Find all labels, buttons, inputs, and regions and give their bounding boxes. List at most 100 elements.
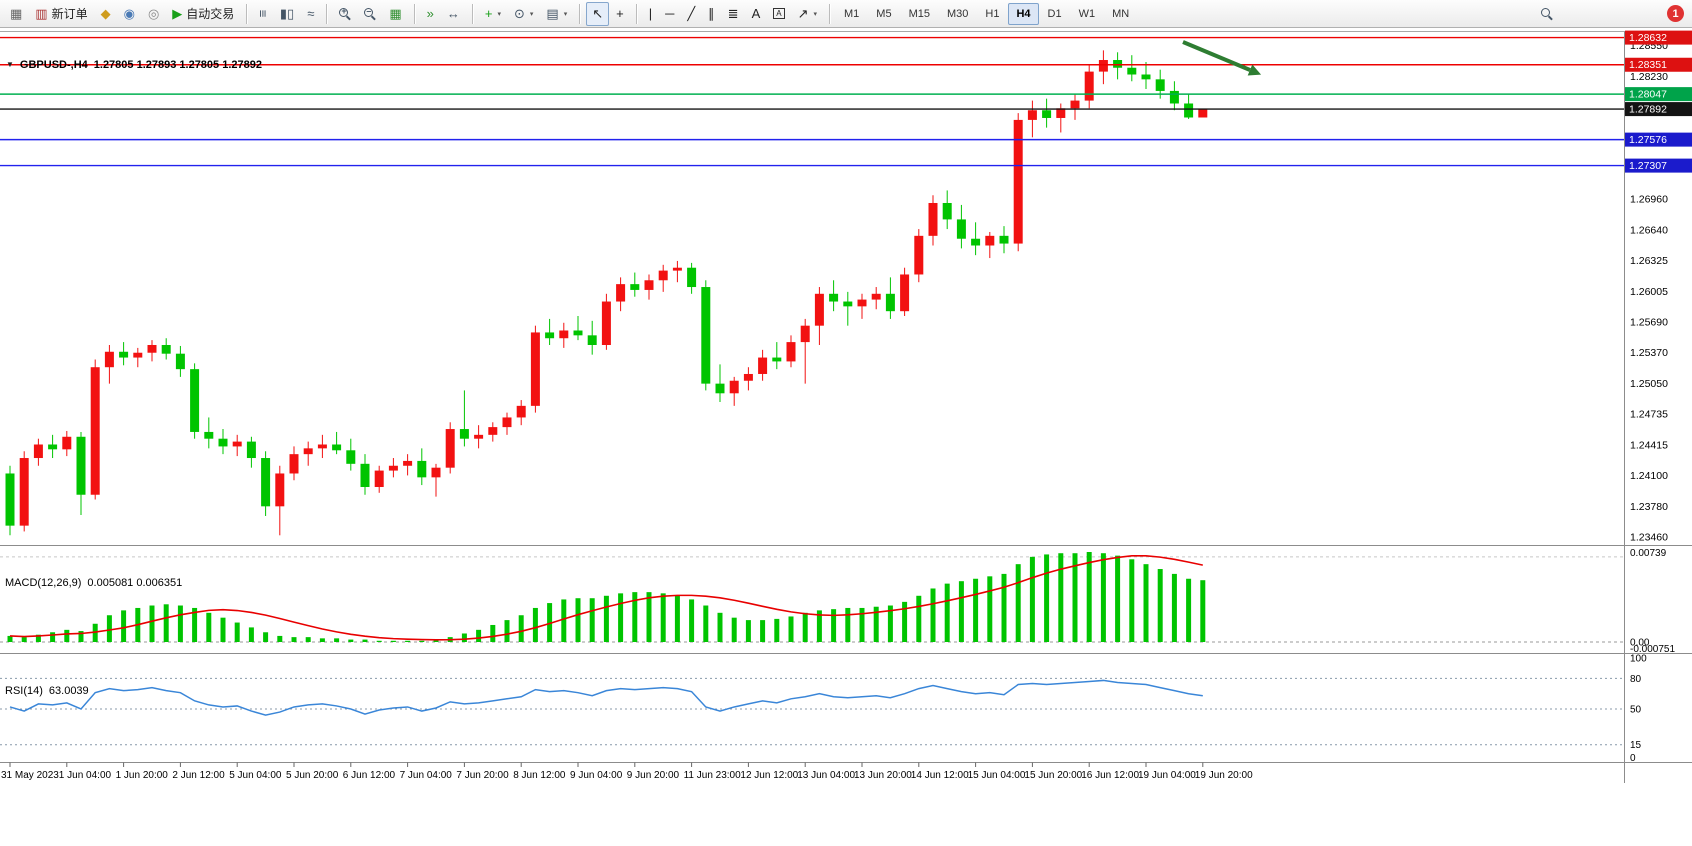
data-window-button[interactable]: ◉: [118, 2, 141, 26]
macd-histogram-bar: [589, 598, 595, 642]
price-axis-label: 1.26325: [1630, 255, 1668, 267]
candle-body-down: [161, 344, 171, 354]
price-axis-label: 1.25370: [1630, 347, 1668, 359]
macd-histogram-bar: [561, 599, 567, 642]
navigator-button[interactable]: ◎: [142, 2, 165, 26]
new-chart-button[interactable]: ▦: [4, 2, 28, 26]
macd-histogram-bar: [887, 605, 893, 642]
macd-histogram-bar: [717, 612, 723, 642]
candle-body-up: [403, 460, 413, 466]
macd-histogram-bar: [518, 615, 524, 642]
timeframe-m30[interactable]: M30: [946, 7, 969, 20]
time-axis-label: 9 Jun 04:00: [570, 770, 623, 781]
price-badge: [1625, 87, 1692, 102]
timeframe-h1[interactable]: H1: [985, 7, 1000, 20]
macd-histogram-bar: [1143, 564, 1149, 642]
text-label-button[interactable]: A: [767, 2, 790, 26]
toolbar-separator: [413, 3, 415, 24]
macd-histogram-bar: [1157, 569, 1163, 642]
rsi-panel[interactable]: [0, 654, 1624, 762]
candle-body-down: [1113, 60, 1123, 68]
timeframe-m1[interactable]: M1: [844, 7, 860, 20]
search-button[interactable]: [1535, 2, 1559, 26]
candle-body-down: [687, 267, 697, 288]
fibonacci-button[interactable]: ≣: [722, 2, 745, 26]
timeframe-m5[interactable]: M5: [876, 7, 892, 20]
auto-scroll-button[interactable]: »: [421, 2, 440, 26]
text-button[interactable]: A: [746, 2, 767, 26]
macd-histogram-bar: [50, 632, 56, 642]
candle-body-up: [275, 473, 285, 507]
macd-panel[interactable]: [0, 546, 1624, 652]
macd-histogram-bar: [689, 599, 695, 642]
candle-body-up: [90, 367, 100, 495]
time-axis-label: 16 Jun 12:00: [1081, 770, 1139, 781]
zoom-in-icon: +: [339, 6, 351, 20]
timeframe-h4[interactable]: H4: [1008, 2, 1039, 25]
vertical-line-button[interactable]: |: [643, 2, 658, 26]
candle-body-up: [729, 380, 739, 394]
macd-histogram-bar: [319, 638, 325, 642]
timeframe-mn[interactable]: MN: [1112, 7, 1130, 20]
candle-chart-button[interactable]: ▮▯: [274, 2, 300, 26]
macd-histogram-bar: [433, 639, 439, 642]
trend-arrow-head[interactable]: [1247, 64, 1262, 76]
macd-histogram-bar: [1115, 555, 1121, 642]
candle-body-down: [190, 369, 200, 432]
macd-histogram-bar: [390, 640, 396, 642]
trendline-button[interactable]: ╱: [681, 2, 701, 26]
timeframe-w1[interactable]: W1: [1078, 7, 1096, 20]
macd-histogram-bar: [930, 588, 936, 642]
price-axis[interactable]: [1625, 32, 1692, 762]
chart-plot-area[interactable]: [0, 32, 1624, 544]
candle-body-down: [417, 460, 427, 478]
price-axis-label: 1.24735: [1630, 409, 1668, 421]
market-watch-icon: ◆: [100, 6, 111, 21]
time-axis-label: 1 Jun 04:00: [59, 770, 112, 781]
zoom-out-button[interactable]: –: [358, 2, 382, 26]
notification-badge[interactable]: 1: [1667, 5, 1684, 22]
candle-body-down: [76, 436, 86, 495]
auto-trading-button[interactable]: ▶ 自动交易: [166, 2, 240, 26]
macd-histogram-bar: [206, 612, 212, 642]
timeframe-m15[interactable]: M15: [908, 7, 930, 20]
price-badge: [1625, 30, 1692, 45]
candle-body-up: [232, 441, 242, 447]
arrows-button[interactable]: ↗ ▾: [792, 2, 823, 26]
tile-windows-button[interactable]: ▦: [383, 2, 407, 26]
timeframe-d1[interactable]: D1: [1047, 7, 1062, 20]
bar-chart-button[interactable]: ≡: [253, 2, 273, 26]
line-chart-button[interactable]: ≈: [301, 2, 320, 26]
rsi-axis-label: 15: [1630, 740, 1642, 751]
price-axis-label: 1.23460: [1630, 532, 1668, 544]
navigator-icon: ◎: [147, 6, 160, 21]
price-badge: [1625, 102, 1692, 117]
candle-body-up: [488, 427, 498, 435]
tile-windows-icon: ▦: [389, 6, 402, 21]
trend-arrow-annotation[interactable]: [1182, 40, 1251, 72]
candle-body-down: [772, 357, 782, 362]
macd-histogram-bar: [816, 610, 822, 642]
indicators-button[interactable]: + ▾: [479, 2, 507, 26]
candle-body-down: [587, 335, 597, 345]
price-axis-label: 1.26640: [1630, 225, 1668, 237]
macd-histogram-bar: [845, 607, 851, 642]
chart-window: 1.28550 1.28230 1.26960 1.26640 1.26325 1.260…: [0, 28, 1692, 846]
candle-body-up: [303, 448, 313, 455]
time-axis[interactable]: [0, 763, 1624, 793]
channel-button[interactable]: ∥: [702, 2, 721, 26]
cursor-button[interactable]: ↖: [586, 1, 610, 26]
horizontal-line-button[interactable]: ─: [659, 2, 680, 26]
zoom-in-button[interactable]: +: [333, 2, 357, 26]
candle-body-down: [246, 441, 256, 459]
new-order-button[interactable]: ▥ 新订单: [29, 2, 93, 26]
market-watch-button[interactable]: ◆: [95, 2, 117, 26]
templates-button[interactable]: ▤ ▾: [540, 2, 573, 26]
text-label-icon: A: [773, 8, 785, 19]
price-badge-value: 1.28351: [1629, 59, 1667, 71]
crosshair-button[interactable]: +: [610, 2, 630, 26]
macd-histogram-bar: [632, 592, 638, 642]
chart-shift-button[interactable]: ↔: [441, 2, 466, 26]
periods-button[interactable]: ⊙ ▾: [508, 2, 539, 26]
candle-body-down: [1042, 110, 1052, 118]
